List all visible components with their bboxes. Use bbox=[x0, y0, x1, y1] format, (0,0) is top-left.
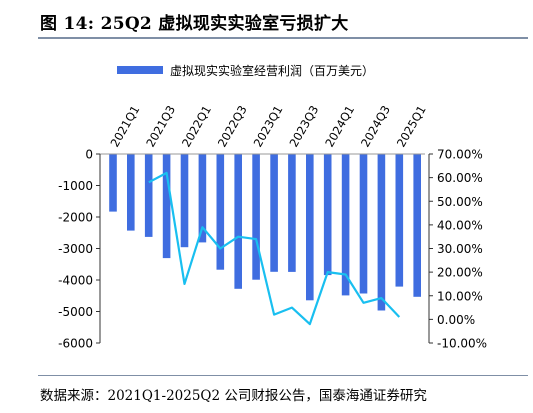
source-note: 数据来源：2021Q1-2025Q2 公司财报公告，国泰海通证券研究 bbox=[40, 388, 427, 404]
x-axis-tick-label: 2023Q3 bbox=[286, 103, 321, 150]
right-y-axis: 70.00% 60.00% 50.00% 40.00% 30.00% 20.00% 10.0… bbox=[428, 148, 487, 351]
chart: 虚拟现实实验室经营利润（百万美元） 2021Q1 2021Q3 2022Q1 2022… bbox=[58, 63, 487, 351]
bar-2023Q2 bbox=[270, 154, 278, 272]
left-axis-tick-label: -6000 bbox=[58, 337, 93, 351]
legend-bar-label: 虚拟现实实验室经营利润（百万美元） bbox=[170, 63, 374, 78]
bar-2025Q1 bbox=[395, 154, 404, 287]
bar-2025Q2 bbox=[413, 154, 421, 297]
bar-series bbox=[109, 154, 421, 311]
bar-2021Q1 bbox=[109, 154, 117, 212]
right-axis-tick-label: 20.00% bbox=[437, 266, 483, 280]
right-axis-tick-label: 10.00% bbox=[437, 289, 483, 303]
bar-2023Q4 bbox=[306, 154, 314, 301]
bar-2022Q4 bbox=[234, 154, 242, 289]
bar-2022Q1 bbox=[180, 154, 189, 248]
x-axis-tick-label: 2024Q1 bbox=[322, 103, 357, 150]
left-axis-tick-label: -1000 bbox=[58, 179, 93, 193]
right-axis-tick-label: 50.00% bbox=[437, 195, 483, 209]
bar-2023Q3 bbox=[288, 154, 296, 272]
right-axis-tick-label: 70.00% bbox=[437, 148, 483, 162]
legend-bar-swatch bbox=[117, 66, 163, 74]
bar-2024Q1 bbox=[323, 154, 332, 276]
bar-2024Q3 bbox=[359, 154, 368, 294]
footer-rule bbox=[38, 375, 528, 376]
legend: 虚拟现实实验室经营利润（百万美元） bbox=[117, 63, 374, 78]
x-axis-tick-label: 2025Q1 bbox=[394, 103, 429, 150]
bar-2023Q1 bbox=[252, 154, 260, 280]
left-axis-tick-label: -2000 bbox=[58, 211, 93, 225]
bar-2021Q4 bbox=[162, 154, 171, 259]
left-axis-tick-label: -4000 bbox=[58, 274, 93, 288]
x-axis-tick-label: 2021Q3 bbox=[143, 103, 178, 150]
x-axis-tick-labels: 2021Q1 2021Q3 2022Q1 2022Q3 2023Q1 2023Q3 2024… bbox=[107, 103, 428, 150]
x-axis-tick-label: 2023Q1 bbox=[251, 103, 286, 150]
left-axis-tick-label: 0 bbox=[85, 148, 93, 162]
left-axis-tick-label: -3000 bbox=[58, 242, 93, 256]
right-axis-tick-label: 0.00% bbox=[437, 313, 475, 327]
x-axis-tick-label: 2022Q1 bbox=[179, 103, 214, 150]
figure-title: 图 14: 25Q2 虚拟现实实验室亏损扩大 bbox=[40, 14, 349, 34]
ratio-line-series bbox=[148, 171, 401, 326]
right-axis-tick-label: 40.00% bbox=[437, 218, 483, 232]
bar-2022Q2 bbox=[198, 154, 207, 243]
right-axis-tick-label: 60.00% bbox=[437, 171, 483, 185]
title-rule bbox=[38, 37, 528, 39]
bar-2024Q2 bbox=[341, 154, 350, 296]
bar-2021Q2 bbox=[127, 154, 135, 231]
right-axis-tick-label: 30.00% bbox=[437, 242, 483, 256]
x-axis-tick-label: 2022Q3 bbox=[215, 103, 250, 150]
left-axis-tick-label: -5000 bbox=[58, 305, 93, 319]
right-axis-tick-label: -10.00% bbox=[437, 337, 487, 351]
x-axis-tick-label: 2024Q3 bbox=[358, 103, 393, 150]
bar-2024Q4 bbox=[377, 154, 386, 311]
left-y-axis: 0 -1000 -2000 -3000 -4000 -5000 -6000 bbox=[58, 148, 101, 351]
x-axis-tick-label: 2021Q1 bbox=[107, 103, 142, 150]
bar-2021Q3 bbox=[144, 154, 153, 237]
bar-2022Q3 bbox=[216, 154, 225, 270]
